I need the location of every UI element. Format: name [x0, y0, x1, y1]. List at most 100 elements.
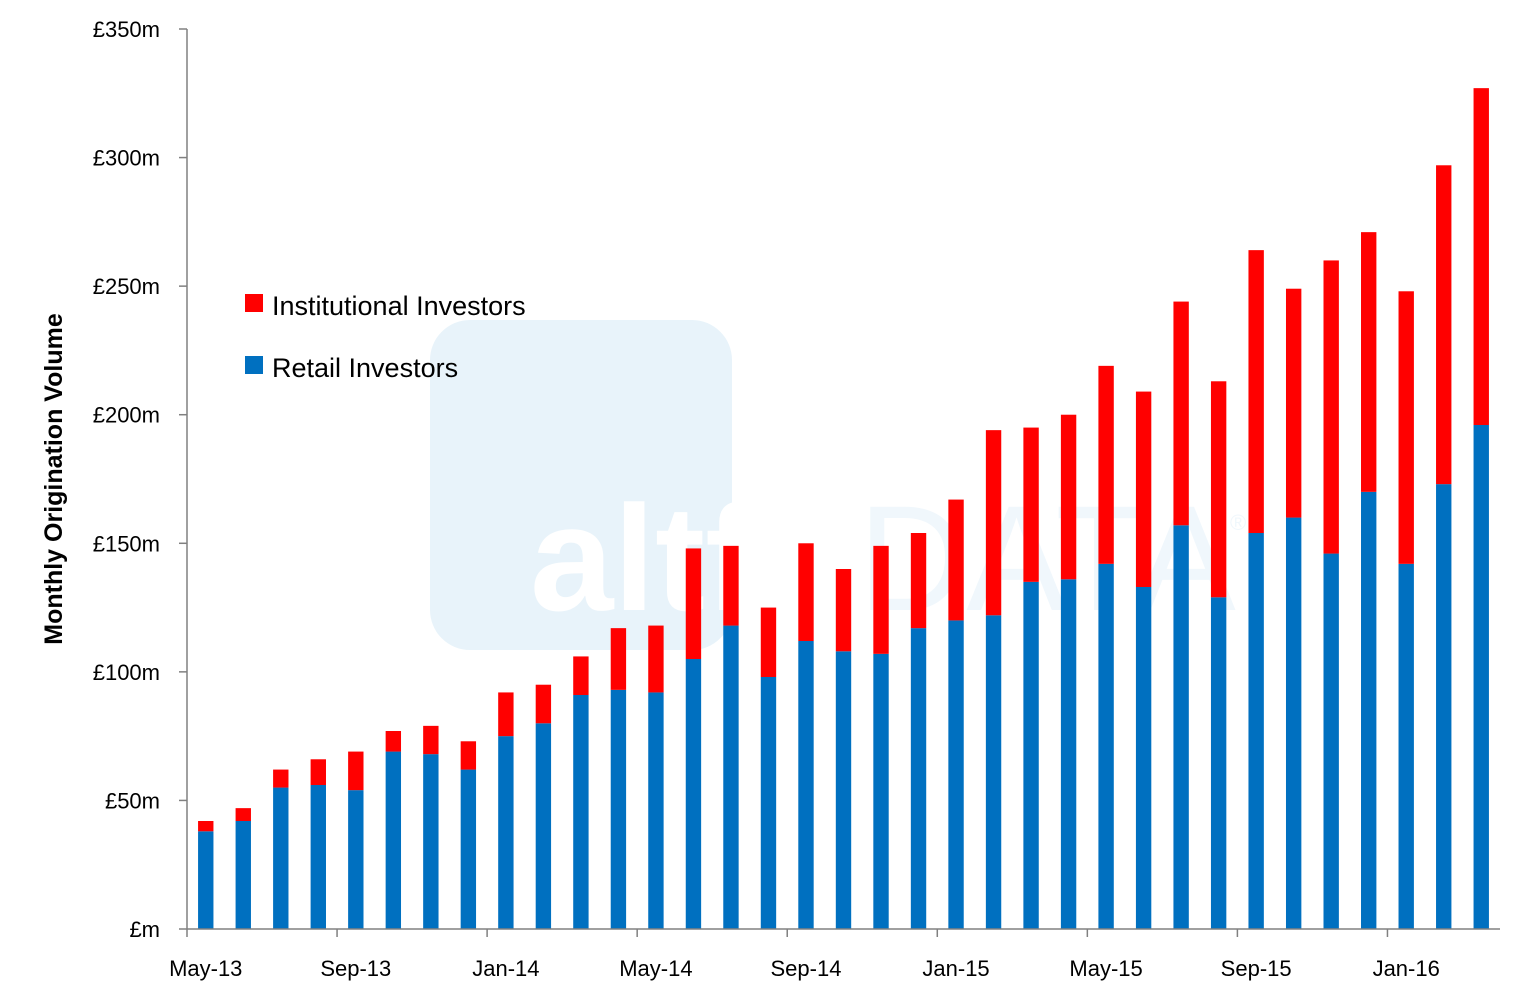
x-tick-label: May-14	[619, 956, 692, 981]
bar-retail-aug-14	[760, 677, 777, 929]
bar-retail-jul-14	[723, 625, 739, 929]
bar-institutional-jun-15	[1135, 391, 1152, 587]
watermark-tile	[430, 320, 732, 650]
y-tick-label: £350m	[93, 17, 160, 42]
y-tick-label: £150m	[93, 531, 160, 556]
bar-institutional-feb-16	[1436, 165, 1452, 485]
watermark-brand-bold: altfi	[530, 474, 797, 642]
y-tick-label: £50m	[105, 788, 160, 813]
bar-retail-may-15	[1098, 563, 1114, 929]
bar-institutional-aug-14	[760, 607, 777, 677]
legend: Institutional Investors Retail Investors	[245, 291, 526, 383]
x-tick-label: Jan-14	[472, 956, 539, 981]
bar-institutional-apr-14	[610, 628, 627, 690]
bar-retail-nov-13	[423, 754, 439, 929]
bar-institutional-nov-14	[873, 545, 889, 654]
bar-institutional-mar-16	[1473, 88, 1489, 426]
bar-retail-oct-14	[835, 651, 852, 929]
bar-retail-jul-13	[273, 787, 289, 929]
x-tick-label: Jan-15	[922, 956, 989, 981]
x-tick-label: Sep-14	[771, 956, 842, 981]
bar-retail-nov-14	[873, 653, 889, 929]
bar-institutional-feb-15	[985, 430, 1002, 616]
x-tick-label: Sep-13	[320, 956, 391, 981]
bar-institutional-oct-14	[835, 569, 852, 652]
bar-institutional-may-14	[648, 625, 664, 693]
bar-institutional-apr-15	[1060, 414, 1077, 580]
bar-institutional-jul-13	[273, 769, 289, 788]
legend-label-retail: Retail Investors	[272, 353, 458, 383]
watermark-registered-mark: ®	[1230, 510, 1246, 535]
bar-institutional-dec-15	[1361, 232, 1377, 492]
bar-institutional-aug-13	[310, 759, 326, 785]
y-tick-label: £m	[129, 917, 160, 942]
y-tick-label: £300m	[93, 146, 160, 171]
bar-retail-mar-15	[1023, 581, 1039, 929]
bar-retail-dec-14	[910, 628, 927, 929]
x-tick-label: May-13	[169, 956, 242, 981]
bar-retail-feb-14	[535, 723, 552, 929]
bar-retail-jan-14	[498, 736, 514, 929]
bar-retail-may-13	[198, 831, 214, 929]
bar-institutional-jan-16	[1398, 291, 1414, 564]
bar-institutional-feb-14	[535, 684, 552, 724]
x-tick-label: Sep-15	[1221, 956, 1292, 981]
bar-institutional-jun-14	[685, 548, 702, 659]
bar-retail-nov-15	[1323, 553, 1339, 929]
bar-institutional-oct-13	[385, 731, 402, 752]
bar-retail-oct-15	[1285, 517, 1302, 929]
bar-institutional-jul-14	[723, 545, 739, 626]
bar-institutional-nov-15	[1323, 260, 1339, 554]
y-tick-label: £100m	[93, 660, 160, 685]
bar-institutional-jun-13	[235, 808, 251, 821]
bar-retail-aug-15	[1210, 597, 1227, 929]
x-tick-label: May-15	[1069, 956, 1142, 981]
bar-retail-jun-13	[235, 821, 251, 929]
bar-retail-jul-15	[1173, 525, 1189, 929]
bar-retail-sep-15	[1248, 533, 1264, 929]
bar-institutional-jan-15	[948, 499, 964, 621]
bar-retail-oct-13	[385, 751, 402, 929]
bar-retail-dec-15	[1361, 491, 1377, 929]
bar-retail-dec-13	[460, 769, 477, 929]
y-axis-title: Monthly Origination Volume	[40, 313, 68, 645]
bar-retail-apr-15	[1060, 579, 1077, 929]
bar-retail-jun-14	[685, 659, 702, 929]
bar-institutional-sep-15	[1248, 250, 1264, 533]
bar-retail-jan-15	[948, 620, 964, 929]
bar-retail-feb-16	[1436, 484, 1452, 929]
bar-retail-feb-15	[985, 615, 1002, 929]
bar-retail-sep-13	[348, 790, 364, 929]
bar-institutional-jul-15	[1173, 301, 1189, 526]
bar-institutional-aug-15	[1210, 381, 1227, 598]
bar-retail-jun-15	[1135, 587, 1152, 929]
bar-retail-apr-14	[610, 689, 627, 929]
legend-label-institutional: Institutional Investors	[272, 291, 526, 321]
legend-swatch-institutional	[245, 294, 263, 312]
bar-institutional-mar-15	[1023, 427, 1039, 582]
bar-institutional-sep-13	[348, 751, 364, 791]
bar-retail-may-14	[648, 692, 664, 929]
bar-institutional-sep-14	[798, 543, 814, 641]
bar-institutional-may-13	[198, 821, 214, 832]
y-axis-ticks: £m £50m £100m £150m £200m £250m £300m £350m	[93, 17, 187, 942]
bar-retail-sep-14	[798, 641, 814, 929]
bar-institutional-dec-13	[460, 741, 477, 770]
bar-institutional-nov-13	[423, 725, 439, 755]
x-axis-ticks: May-13 Sep-13 Jan-14 May-14 Sep-14 Jan-15 May-…	[169, 929, 1440, 981]
y-tick-label: £250m	[93, 274, 160, 299]
bar-institutional-may-15	[1098, 365, 1114, 564]
bar-institutional-mar-14	[573, 656, 589, 695]
bar-retail-mar-14	[573, 695, 589, 929]
y-tick-label: £200m	[93, 403, 160, 428]
bar-retail-mar-16	[1473, 425, 1489, 929]
bar-institutional-oct-15	[1285, 288, 1302, 518]
legend-swatch-retail	[245, 356, 263, 374]
bars-group	[198, 88, 1489, 929]
bar-retail-jan-16	[1398, 563, 1414, 929]
bar-retail-aug-13	[310, 785, 326, 929]
x-tick-label: Jan-16	[1373, 956, 1440, 981]
bar-institutional-dec-14	[910, 533, 927, 629]
bar-institutional-jan-14	[498, 692, 514, 737]
